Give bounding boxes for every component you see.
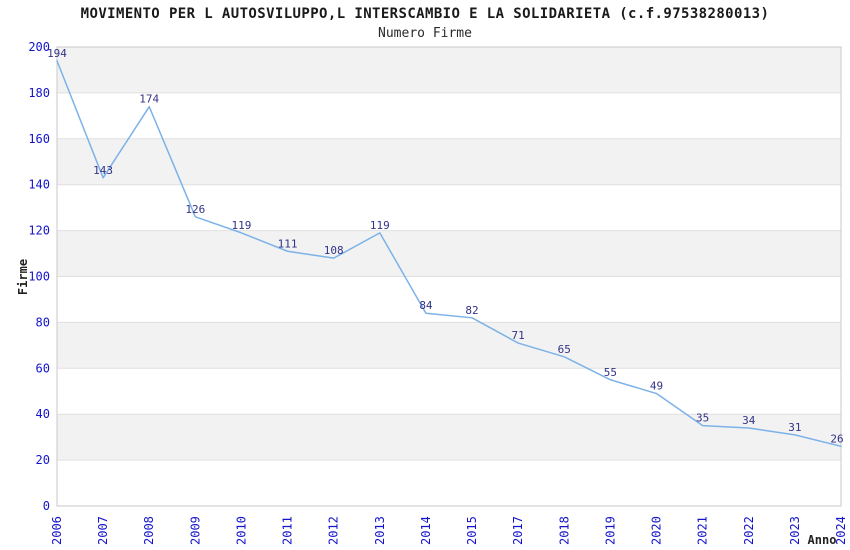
plot-band <box>57 47 841 93</box>
data-label: 26 <box>830 432 843 445</box>
x-tick-label: 2013 <box>373 516 387 545</box>
data-label: 174 <box>139 93 159 106</box>
data-label: 31 <box>788 421 801 434</box>
x-axis-title: Anno <box>808 533 837 547</box>
y-tick-label: 140 <box>28 178 50 192</box>
data-label: 126 <box>185 203 205 216</box>
y-tick-label: 60 <box>36 361 50 375</box>
data-label: 71 <box>512 329 525 342</box>
data-label: 82 <box>465 304 478 317</box>
x-tick-label: 2023 <box>788 516 802 545</box>
x-tick-label: 2006 <box>50 516 64 545</box>
y-axis-title: Firme <box>16 259 30 295</box>
x-tick-label: 2010 <box>234 516 248 545</box>
plot-band <box>57 138 841 185</box>
data-label: 119 <box>232 219 252 232</box>
data-label: 35 <box>696 412 709 425</box>
x-tick-label: 2022 <box>742 516 756 545</box>
plot-band <box>57 230 841 277</box>
x-tick-label: 2015 <box>465 516 479 545</box>
plot-band <box>57 276 841 323</box>
x-tick-label: 2014 <box>419 516 433 545</box>
x-tick-label: 2011 <box>281 516 295 545</box>
data-label: 194 <box>47 47 67 60</box>
x-tick-label: 2021 <box>696 516 710 545</box>
data-label: 111 <box>278 237 298 250</box>
y-tick-label: 20 <box>36 453 50 467</box>
x-tick-label: 2009 <box>188 516 202 545</box>
plot-band <box>57 184 841 231</box>
data-label: 108 <box>324 244 344 257</box>
y-tick-label: 120 <box>28 224 50 238</box>
plot-area: 0 20 40 60 80 100 120 140 160 180 200 2006 2007 2008 2… <box>28 40 848 545</box>
plot-band <box>57 414 841 461</box>
x-tick-label: 2019 <box>603 516 617 545</box>
y-tick-label: 200 <box>28 40 50 54</box>
x-tick-label: 2020 <box>650 516 664 545</box>
plot-band <box>57 460 841 506</box>
chart-title: MOVIMENTO PER L AUTOSVILUPPO,L INTERSCAM… <box>80 6 770 22</box>
y-tick-label: 180 <box>28 86 50 100</box>
series-line <box>56 60 842 448</box>
y-tick-label: 40 <box>36 407 50 421</box>
plot-band <box>57 92 841 139</box>
data-label: 34 <box>742 414 756 427</box>
x-tick-label: 2024 <box>834 516 848 545</box>
y-tick-label: 160 <box>28 132 50 146</box>
data-label: 55 <box>604 366 617 379</box>
data-label: 143 <box>93 164 113 177</box>
data-label: 119 <box>370 219 390 232</box>
y-tick-label: 100 <box>28 270 50 284</box>
data-label: 84 <box>419 299 433 312</box>
y-tick-label: 0 <box>43 499 50 513</box>
x-tick-label: 2018 <box>557 516 571 545</box>
plot-band <box>57 322 841 369</box>
plot-border <box>56 46 842 507</box>
x-tick-label: 2007 <box>96 516 110 545</box>
x-tick-label: 2012 <box>327 516 341 545</box>
chart-subtitle: Numero Firme <box>378 26 472 41</box>
data-label: 49 <box>650 380 663 393</box>
plot-band <box>57 368 841 415</box>
y-tick-label: 80 <box>36 315 50 329</box>
x-tick-label: 2008 <box>142 516 156 545</box>
data-label: 65 <box>558 343 571 356</box>
x-tick-label: 2017 <box>511 516 525 545</box>
